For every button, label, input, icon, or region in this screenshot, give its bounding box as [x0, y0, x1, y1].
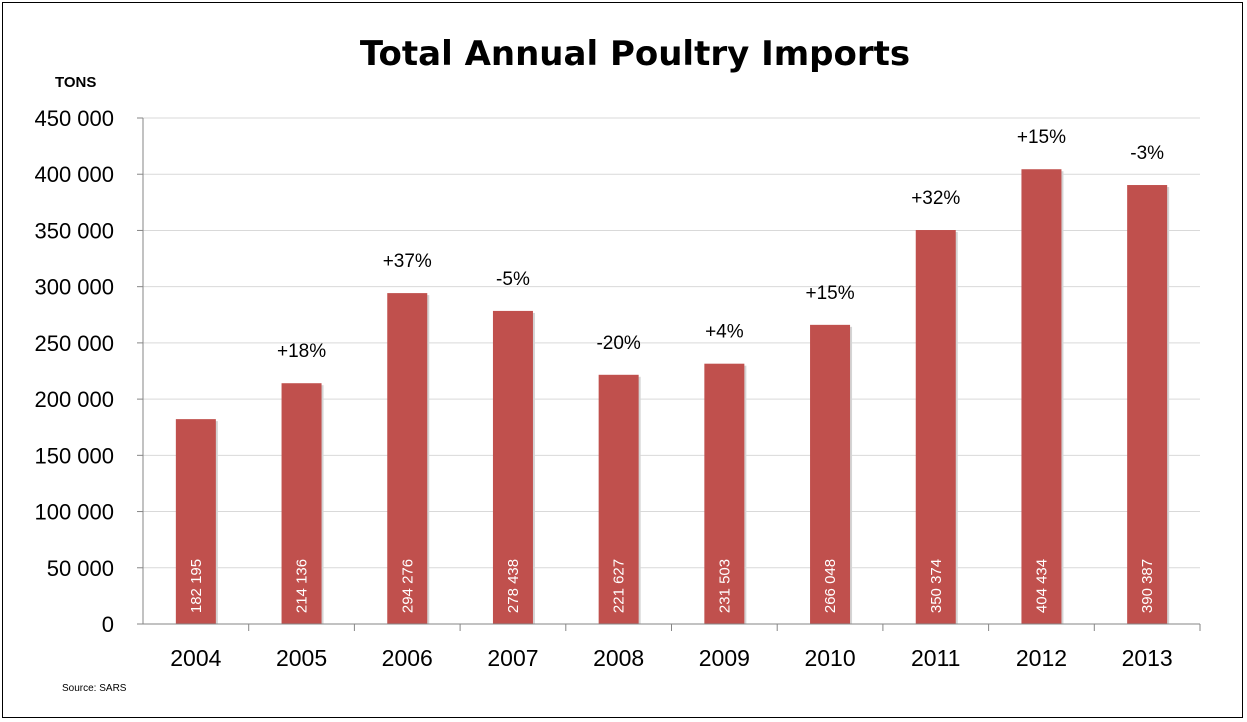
bars [175, 169, 1170, 625]
bar [175, 419, 216, 624]
y-tick-label: 0 [102, 612, 114, 637]
change-label: -20% [596, 333, 640, 354]
bar-value-label: 182 195 [188, 559, 205, 613]
y-tick-label: 150 000 [34, 443, 114, 468]
bar [810, 324, 851, 624]
y-axis-unit-label: TONS [55, 74, 96, 91]
x-tick-label: 2009 [699, 645, 750, 671]
change-label: -3% [1130, 143, 1164, 164]
y-tick-label: 200 000 [34, 387, 114, 412]
change-label: +15% [1017, 127, 1066, 148]
y-tick-label: 400 000 [34, 162, 114, 187]
y-tick-label: 250 000 [34, 331, 114, 356]
x-tick-label: 2011 [911, 645, 960, 671]
bar [598, 374, 639, 624]
y-axis-ticks: 0 50 000 100 000 150 000 200 000 250 000 300 0… [34, 106, 144, 637]
bar-value-label: 221 627 [611, 559, 628, 613]
bar-value-label: 231 503 [716, 559, 733, 613]
bar-value-label: 266 048 [822, 559, 839, 613]
bar [1127, 185, 1168, 625]
change-label: +15% [805, 283, 854, 304]
change-label: +37% [383, 251, 432, 272]
y-tick-label: 450 000 [34, 106, 114, 131]
bar-value-label: 214 136 [294, 559, 311, 613]
x-tick-label: 2013 [1122, 645, 1173, 671]
bar-value-label: 390 387 [1139, 559, 1156, 613]
bar [704, 363, 745, 624]
bar [492, 310, 533, 624]
bar-value-label: 404 434 [1033, 559, 1050, 613]
x-tick-label: 2007 [487, 645, 538, 671]
x-tick-label: 2008 [593, 645, 644, 671]
y-tick-label: 50 000 [47, 556, 114, 581]
y-tick-label: 350 000 [34, 218, 114, 243]
change-label: -5% [496, 269, 530, 290]
y-tick-label: 300 000 [34, 275, 114, 300]
bar-value-label: 350 374 [928, 559, 945, 613]
x-tick-label: 2010 [804, 645, 855, 671]
change-label: +32% [911, 188, 960, 209]
x-axis: 2004 2005 2006 2007 2008 2009 2010 2011 2012 2013 [143, 623, 1201, 671]
x-tick-label: 2004 [170, 645, 221, 671]
data-labels: 182 195 214 136 +18% 294 276 +37% 278 438 -5% 2… [188, 127, 1164, 613]
x-tick-label: 2012 [1016, 645, 1067, 671]
x-tick-label: 2006 [382, 645, 433, 671]
change-label: +18% [277, 341, 326, 362]
y-tick-label: 100 000 [34, 500, 114, 525]
bar [1021, 169, 1062, 624]
bar-value-label: 294 276 [399, 559, 416, 613]
bar-value-label: 278 438 [505, 559, 522, 613]
source-note: Source: SARS [62, 683, 127, 694]
x-tick-label: 2005 [276, 645, 327, 671]
chart-title: Total Annual Poultry Imports [360, 34, 910, 74]
change-label: +4% [705, 322, 744, 343]
bar [387, 293, 428, 624]
bar [281, 383, 322, 624]
bar [915, 230, 956, 624]
